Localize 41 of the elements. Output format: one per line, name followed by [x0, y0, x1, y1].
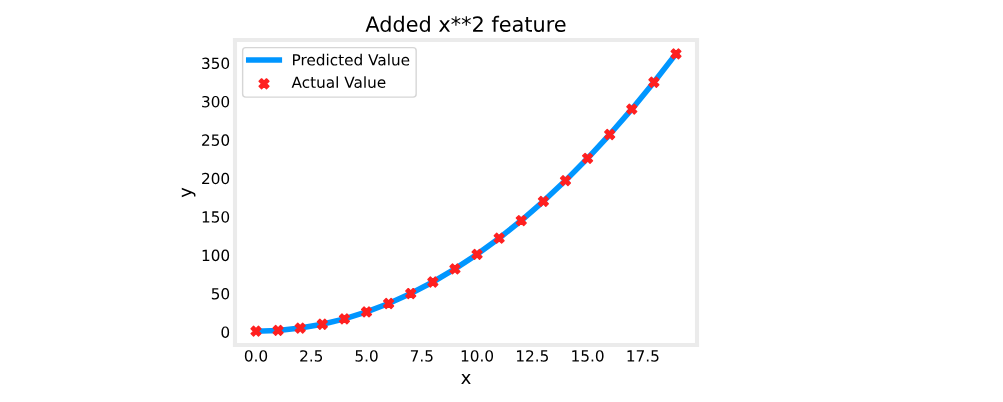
point — [493, 232, 505, 244]
point — [405, 287, 417, 300]
y-tick-label: 350 — [202, 57, 230, 70]
point — [250, 325, 262, 337]
y-tick-label: 150 — [202, 211, 230, 223]
y-tick-label: 300 — [202, 95, 230, 108]
point — [537, 195, 549, 207]
y-tick-label: 200 — [202, 172, 230, 185]
chart-title: Added x**2 feature — [365, 15, 566, 32]
point — [581, 152, 594, 164]
point — [670, 48, 682, 60]
point — [449, 263, 461, 275]
point — [272, 324, 284, 337]
point — [427, 276, 439, 288]
point — [515, 214, 527, 227]
x-tick-label: 2.5 — [300, 350, 323, 362]
x-tick-label: 12.5 — [516, 350, 548, 362]
legend-label: Actual Value — [291, 76, 386, 88]
x-tick-label: 0.0 — [244, 350, 268, 362]
point — [559, 174, 572, 187]
y-tick-label: 250 — [202, 134, 230, 146]
y-tick-label: 50 — [211, 287, 230, 300]
y-tick-label: 100 — [202, 249, 230, 262]
point — [360, 306, 373, 318]
point — [471, 248, 483, 260]
x-tick-label: 15.0 — [572, 350, 604, 362]
point — [626, 103, 638, 115]
point — [604, 128, 616, 141]
x-tick-label: 7.5 — [410, 350, 433, 362]
y-axis-title: y — [181, 187, 196, 198]
y-tick-label: 0 — [221, 326, 230, 338]
x-tick-label: 10.0 — [461, 350, 494, 362]
point — [338, 313, 351, 325]
x-tick-label: 17.5 — [627, 350, 659, 362]
legend-label: Predicted Value — [293, 53, 410, 66]
point — [648, 76, 660, 88]
point — [294, 322, 306, 334]
x-tick-label: 5.0 — [355, 350, 378, 362]
x-axis-title: x — [461, 374, 471, 384]
point — [316, 318, 328, 330]
point — [383, 297, 395, 310]
